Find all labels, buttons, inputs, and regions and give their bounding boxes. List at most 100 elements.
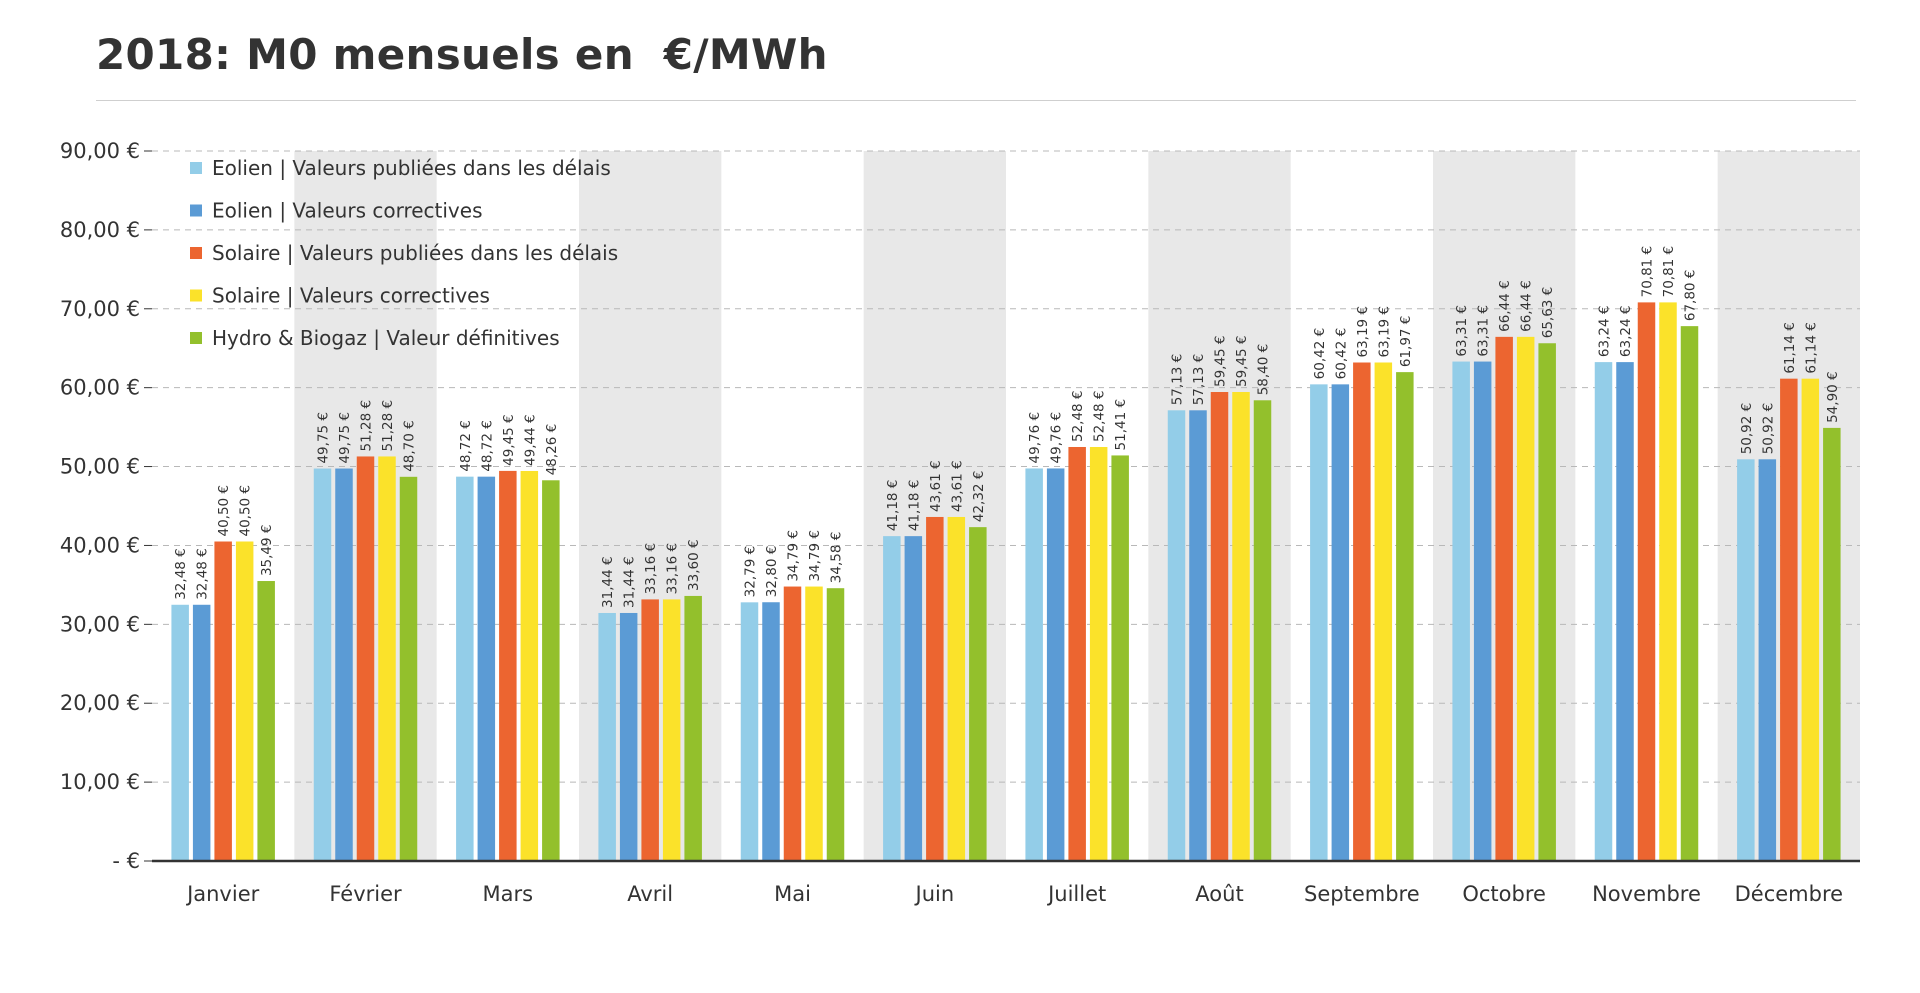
bar xyxy=(214,541,232,861)
data-label: 49,75 € xyxy=(337,412,353,464)
data-label: 63,19 € xyxy=(1355,306,1371,358)
bar xyxy=(1801,378,1820,861)
title-divider xyxy=(96,100,1856,101)
data-label: 61,97 € xyxy=(1398,316,1414,368)
bar xyxy=(1516,336,1535,862)
bar xyxy=(904,536,923,861)
x-tick-label: Novembre xyxy=(1592,882,1701,906)
data-label: 34,58 € xyxy=(829,532,845,584)
data-label: 40,50 € xyxy=(238,485,254,537)
x-tick-label: Août xyxy=(1195,882,1243,906)
data-label: 41,18 € xyxy=(885,480,901,532)
data-label: 31,44 € xyxy=(622,556,638,608)
data-label: 65,63 € xyxy=(1540,287,1556,339)
x-axis-ticks: Janvier Février Mars Avril Mai Juin Juillet Aoû… xyxy=(185,882,1843,906)
bar xyxy=(1111,455,1129,861)
x-tick-label: Septembre xyxy=(1304,882,1420,906)
legend-label: Eolien | Valeurs correctives xyxy=(212,199,483,223)
bar xyxy=(641,599,659,861)
x-tick-label: Janvier xyxy=(185,882,260,906)
bar xyxy=(1680,326,1699,862)
data-label: 34,79 € xyxy=(807,530,823,582)
bar xyxy=(1737,459,1755,861)
data-label: 48,70 € xyxy=(402,420,418,472)
x-tick-label: Février xyxy=(329,882,402,906)
data-label: 60,42 € xyxy=(1312,328,1328,380)
bar xyxy=(762,602,780,861)
legend-swatch xyxy=(190,204,202,217)
bar xyxy=(1823,427,1841,861)
bar xyxy=(1068,446,1086,861)
legend: Eolien | Valeurs publiées dans les délai… xyxy=(190,156,618,350)
gridlines xyxy=(152,150,1860,783)
bar xyxy=(1758,459,1777,861)
y-tick-label: 90,00 € xyxy=(60,139,140,163)
data-label: 42,32 € xyxy=(971,471,987,523)
data-label: 41,18 € xyxy=(906,480,922,532)
y-axis-ticks: - € 10,00 € 20,00 € 30,00 € 40,00 € 50,00 € 60… xyxy=(60,139,152,873)
y-tick-label: 50,00 € xyxy=(60,455,140,479)
bar xyxy=(1396,372,1414,861)
bar xyxy=(1167,410,1186,861)
data-label: 33,16 € xyxy=(643,543,659,595)
bar xyxy=(1089,446,1108,861)
x-tick-label: Décembre xyxy=(1735,882,1843,906)
x-tick-label: Avril xyxy=(627,882,673,906)
data-label: 52,48 € xyxy=(1092,390,1108,442)
y-tick-label: 20,00 € xyxy=(60,691,140,715)
bar xyxy=(335,468,353,861)
data-label: 51,28 € xyxy=(380,400,396,452)
data-label: 50,92 € xyxy=(1739,403,1755,455)
y-tick-label: 40,00 € xyxy=(60,533,140,557)
bar xyxy=(356,456,375,861)
data-label: 63,31 € xyxy=(1454,305,1470,357)
bar xyxy=(1046,468,1065,861)
bar xyxy=(1310,384,1328,861)
bar xyxy=(1452,361,1470,861)
bar xyxy=(1659,302,1677,861)
legend-swatch xyxy=(190,332,202,344)
data-label: 61,14 € xyxy=(1803,322,1819,374)
data-label: 43,61 € xyxy=(928,460,944,512)
y-tick-label: 80,00 € xyxy=(60,218,140,242)
data-label: 63,24 € xyxy=(1597,306,1613,358)
bar xyxy=(1353,362,1371,861)
bar xyxy=(499,470,517,861)
legend-label: Hydro & Biogaz | Valeur définitives xyxy=(212,326,560,350)
bar xyxy=(520,470,539,861)
bar xyxy=(1495,336,1513,862)
data-label: 32,79 € xyxy=(743,546,759,598)
x-tick-label: Mai xyxy=(774,882,811,906)
bar xyxy=(1210,392,1229,861)
bar xyxy=(1025,468,1043,861)
bar xyxy=(598,612,616,861)
x-tick-label: Juillet xyxy=(1046,882,1106,906)
data-label: 33,16 € xyxy=(665,543,681,595)
bar xyxy=(1473,361,1492,861)
bar xyxy=(1594,362,1613,861)
data-label: 61,14 € xyxy=(1782,322,1798,374)
bar xyxy=(399,476,418,861)
y-tick-label: 70,00 € xyxy=(60,297,140,321)
data-label: 48,72 € xyxy=(479,420,495,472)
data-label: 32,48 € xyxy=(173,548,189,600)
data-label: 49,45 € xyxy=(501,414,517,466)
bar xyxy=(1637,302,1656,861)
legend-swatch xyxy=(190,289,202,302)
bar xyxy=(947,516,966,861)
data-label: 49,75 € xyxy=(316,412,332,464)
y-tick-label: - € xyxy=(112,849,140,873)
bars xyxy=(171,302,1841,862)
data-label: 63,31 € xyxy=(1476,305,1492,357)
data-label: 49,76 € xyxy=(1027,412,1043,464)
bar xyxy=(1189,410,1207,861)
legend-swatch xyxy=(190,162,202,174)
data-label: 70,81 € xyxy=(1640,246,1656,298)
bar xyxy=(477,476,496,861)
bar xyxy=(740,602,759,861)
bar xyxy=(805,586,823,861)
bar xyxy=(378,456,396,861)
bar xyxy=(826,588,845,861)
data-label: 60,42 € xyxy=(1333,328,1349,380)
data-label: 59,45 € xyxy=(1213,335,1229,387)
